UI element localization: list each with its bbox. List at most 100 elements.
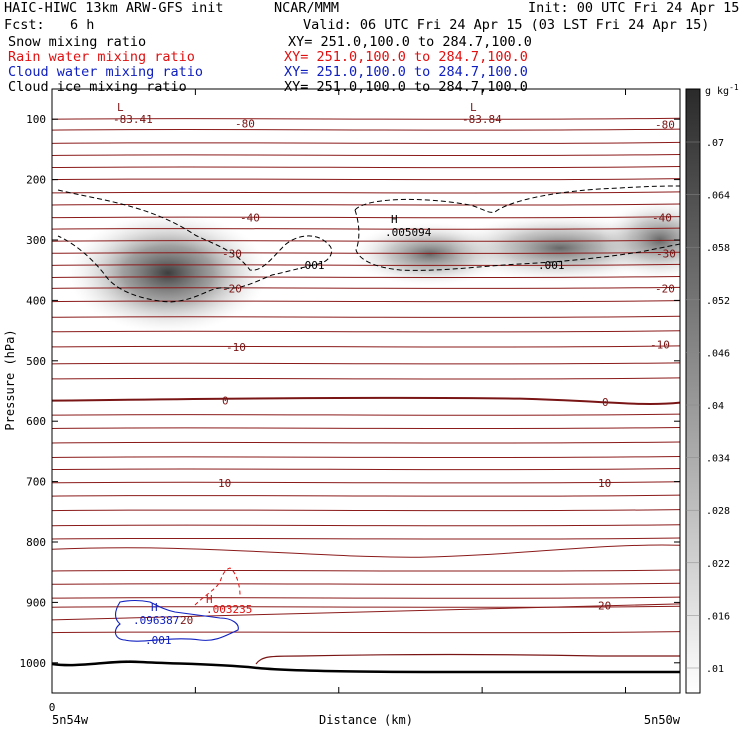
plot-frame bbox=[51, 88, 681, 694]
isotherm-line bbox=[52, 509, 680, 512]
isotherm-line bbox=[52, 631, 680, 634]
y-tick-label-1000: 1000 bbox=[20, 657, 47, 670]
isotherm-label-15: 0 bbox=[602, 396, 609, 409]
isotherm-label-6: -40 bbox=[240, 212, 260, 225]
isotherm-line bbox=[52, 117, 680, 120]
isotherm-line bbox=[52, 441, 680, 444]
isotherm-label-9: -30 bbox=[656, 247, 676, 260]
isotherm-line bbox=[52, 141, 680, 145]
cloudwater-max-H: H bbox=[151, 601, 158, 614]
snow-max-value: .005094 bbox=[385, 226, 432, 239]
isotherm-label-11: -20 bbox=[655, 282, 675, 295]
rain-max-value: .003235 bbox=[206, 603, 252, 616]
colorbar-gradient bbox=[685, 88, 701, 694]
x-axis-label: Distance (km) bbox=[319, 713, 413, 727]
colorbar: .07 .064 .058 .052 .046 .04 .034 .028 .022 .016 .0… bbox=[685, 83, 739, 694]
colorbar-tick-label-2: .058 bbox=[706, 243, 730, 254]
isotherm-label-0: L bbox=[117, 101, 124, 114]
snow-max-H: H bbox=[391, 213, 398, 226]
isotherm-line bbox=[52, 345, 680, 348]
colorbar-tick-label-10: .01 bbox=[706, 664, 724, 675]
y-tick-label-600: 600 bbox=[26, 415, 46, 428]
isotherm-line bbox=[52, 537, 680, 540]
y-tick-label-900: 900 bbox=[26, 596, 46, 609]
near-surface-isotherm bbox=[255, 653, 680, 665]
isotherm-line bbox=[52, 315, 680, 318]
isotherm-label-4: -83.84 bbox=[462, 113, 502, 126]
x-endpoint-right: 5n50w bbox=[644, 713, 681, 727]
colorbar-tick-label-8: .022 bbox=[706, 559, 730, 570]
isotherm-line bbox=[52, 251, 680, 254]
isotherm-line bbox=[52, 396, 680, 406]
org-label: NCAR/MMM bbox=[274, 0, 340, 16]
isotherm-label-5: -80 bbox=[655, 119, 675, 132]
isotherm-label-14: 0 bbox=[222, 395, 229, 408]
isotherm-line bbox=[52, 544, 680, 558]
isotherm-label-2: -80 bbox=[235, 117, 255, 130]
colorbar-unit-exp: -1 bbox=[729, 83, 739, 92]
isotherm-line bbox=[52, 216, 680, 219]
colorbar-unit-text: g kg bbox=[705, 86, 729, 97]
isotherm-label-8: -30 bbox=[222, 247, 242, 260]
y-tick-label-500: 500 bbox=[26, 355, 46, 368]
isotherm-line bbox=[52, 153, 680, 157]
y-tick-label-300: 300 bbox=[26, 234, 46, 247]
isotherm-line bbox=[52, 275, 680, 279]
isotherm-label-7: -40 bbox=[652, 212, 672, 225]
field-name-cloudwater: Cloud water mixing ratio bbox=[8, 64, 204, 80]
y-tick-label-100: 100 bbox=[26, 113, 46, 126]
field-name-snow: Snow mixing ratio bbox=[8, 34, 147, 50]
y-tick-label-200: 200 bbox=[26, 174, 46, 187]
field-xy-cloudwater: XY= 251.0,100.0 to 284.7,100.0 bbox=[284, 64, 528, 80]
init-time: Init: 00 UTC Fri 24 Apr 15 bbox=[528, 0, 740, 16]
snow-contour-label-1: .001 bbox=[298, 259, 325, 272]
isotherm-label-3: L bbox=[470, 101, 477, 114]
isotherm-line bbox=[52, 481, 680, 484]
colorbar-tick-label-3: .052 bbox=[706, 296, 730, 307]
colorbar-tick-label-0: .07 bbox=[706, 138, 724, 149]
isotherm-line bbox=[52, 596, 680, 599]
isotherm-line bbox=[52, 128, 680, 131]
surface-line bbox=[51, 660, 680, 674]
valid-time: Valid: 06 UTC Fri 24 Apr 15 (03 LST Fri … bbox=[303, 17, 710, 33]
x-axis bbox=[51, 89, 627, 693]
rain-max-H: H bbox=[206, 593, 213, 606]
colorbar-tick-label-9: .016 bbox=[706, 611, 730, 622]
isotherm-label-17: 10 bbox=[598, 477, 611, 490]
isotherm-line bbox=[52, 191, 680, 194]
model-title: HAIC-HIWC 13km ARW-GFS init bbox=[4, 0, 224, 16]
isotherm-line bbox=[52, 569, 680, 572]
isotherm-line bbox=[52, 286, 680, 289]
colorbar-tick-label-6: .034 bbox=[706, 454, 730, 465]
y-tick-label-400: 400 bbox=[26, 294, 46, 307]
cloudwater-contour bbox=[114, 599, 239, 642]
isotherm-label-13: -10 bbox=[650, 338, 670, 351]
isotherm-line bbox=[52, 426, 680, 430]
colorbar-tick-label-5: .04 bbox=[706, 401, 724, 412]
isotherm-line bbox=[52, 524, 680, 527]
isotherm-line bbox=[52, 494, 680, 497]
isotherm-line bbox=[52, 239, 680, 242]
cloudwater-max-value: .096387 bbox=[133, 614, 179, 627]
colorbar-tick-label-4: .046 bbox=[706, 348, 730, 359]
isotherm-label-16: 10 bbox=[218, 477, 231, 490]
y-tick-label-700: 700 bbox=[26, 476, 46, 489]
field-name-rain: Rain water mixing ratio bbox=[8, 49, 195, 65]
isotherm-line bbox=[52, 582, 680, 585]
snow-contour-label-2: .001 bbox=[538, 259, 565, 272]
isotherm-lines bbox=[52, 117, 680, 634]
isotherm-line bbox=[52, 377, 680, 380]
field-xy-snow: XY= 251.0,100.0 to 284.7,100.0 bbox=[288, 34, 532, 50]
isotherm-label-18: 20 bbox=[180, 614, 193, 627]
colorbar-ticks: .07 .064 .058 .052 .046 .04 .034 .028 .022 .016 .0… bbox=[686, 138, 730, 675]
colorbar-unit: g kg-1 bbox=[705, 83, 739, 97]
ice-shading-right-c bbox=[600, 200, 680, 280]
x-endpoint-left: 5n54w bbox=[52, 713, 89, 727]
cloudwater-contour-label: .001 bbox=[145, 634, 172, 647]
field-xy-rain: XY= 251.0,100.0 to 284.7,100.0 bbox=[284, 49, 528, 65]
isotherm-line bbox=[52, 263, 680, 267]
isotherm-line bbox=[52, 362, 680, 365]
isotherm-line bbox=[52, 605, 680, 608]
